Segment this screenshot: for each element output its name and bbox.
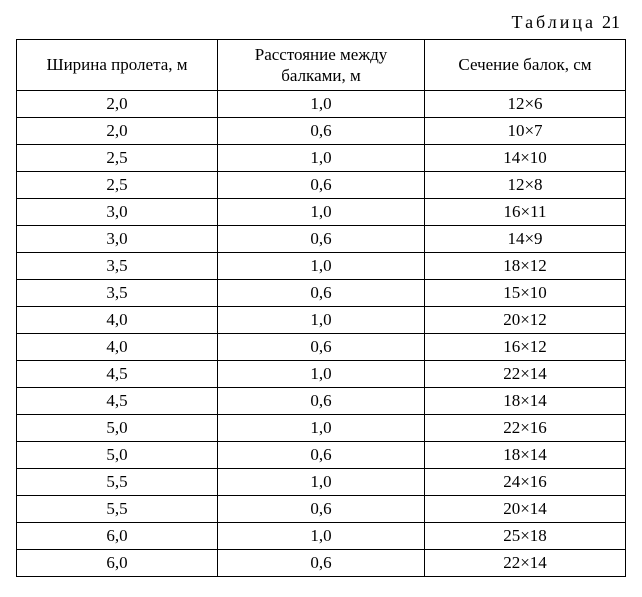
cell: 4,5 [17,388,218,415]
cell: 1,0 [217,91,424,118]
cell: 24×16 [425,469,626,496]
cell: 2,0 [17,91,218,118]
cell: 0,6 [217,550,424,577]
cell: 1,0 [217,307,424,334]
cell: 5,5 [17,496,218,523]
cell: 22×16 [425,415,626,442]
cell: 3,5 [17,280,218,307]
cell: 14×9 [425,226,626,253]
table-row: 2,00,610×7 [17,118,626,145]
cell: 0,6 [217,496,424,523]
cell: 12×8 [425,172,626,199]
table-row: 3,00,614×9 [17,226,626,253]
cell: 2,0 [17,118,218,145]
cell: 5,5 [17,469,218,496]
cell: 15×10 [425,280,626,307]
cell: 0,6 [217,442,424,469]
cell: 3,5 [17,253,218,280]
cell: 1,0 [217,469,424,496]
table-row: 2,01,012×6 [17,91,626,118]
cell: 18×14 [425,388,626,415]
cell: 1,0 [217,199,424,226]
table-row: 4,50,618×14 [17,388,626,415]
table-row: 3,01,016×11 [17,199,626,226]
cell: 4,5 [17,361,218,388]
beam-table: Ширина пролета, м Расстояние между балка… [16,39,626,577]
cell: 0,6 [217,280,424,307]
table-row: 4,01,020×12 [17,307,626,334]
cell: 0,6 [217,388,424,415]
cell: 0,6 [217,226,424,253]
cell: 16×12 [425,334,626,361]
cell: 20×12 [425,307,626,334]
cell: 25×18 [425,523,626,550]
cell: 22×14 [425,550,626,577]
cell: 20×14 [425,496,626,523]
cell: 0,6 [217,172,424,199]
cell: 0,6 [217,118,424,145]
table-row: 3,50,615×10 [17,280,626,307]
cell: 10×7 [425,118,626,145]
table-row: 4,51,022×14 [17,361,626,388]
cell: 1,0 [217,145,424,172]
cell: 0,6 [217,334,424,361]
table-row: 2,50,612×8 [17,172,626,199]
col-header-span-width: Ширина пролета, м [17,40,218,91]
cell: 3,0 [17,226,218,253]
cell: 3,0 [17,199,218,226]
cell: 16×11 [425,199,626,226]
cell: 5,0 [17,442,218,469]
table-row: 6,01,025×18 [17,523,626,550]
cell: 22×14 [425,361,626,388]
cell: 6,0 [17,523,218,550]
cell: 1,0 [217,415,424,442]
table-body: 2,01,012×6 2,00,610×7 2,51,014×10 2,50,6… [17,91,626,577]
table-row: 5,01,022×16 [17,415,626,442]
cell: 2,5 [17,145,218,172]
cell: 4,0 [17,334,218,361]
table-caption: Таблица 21 [16,12,626,33]
table-row: 4,00,616×12 [17,334,626,361]
cell: 6,0 [17,550,218,577]
table-row: 6,00,622×14 [17,550,626,577]
caption-word: Таблица [512,12,596,32]
col-header-beam-section: Сечение балок, см [425,40,626,91]
table-row: 5,50,620×14 [17,496,626,523]
cell: 1,0 [217,361,424,388]
cell: 1,0 [217,523,424,550]
cell: 18×12 [425,253,626,280]
col-header-beam-distance: Расстояние между балками, м [217,40,424,91]
header-row: Ширина пролета, м Расстояние между балка… [17,40,626,91]
cell: 18×14 [425,442,626,469]
caption-number: 21 [602,12,620,32]
table-row: 5,00,618×14 [17,442,626,469]
cell: 4,0 [17,307,218,334]
table-row: 2,51,014×10 [17,145,626,172]
cell: 5,0 [17,415,218,442]
cell: 2,5 [17,172,218,199]
cell: 1,0 [217,253,424,280]
table-row: 5,51,024×16 [17,469,626,496]
cell: 14×10 [425,145,626,172]
table-row: 3,51,018×12 [17,253,626,280]
cell: 12×6 [425,91,626,118]
